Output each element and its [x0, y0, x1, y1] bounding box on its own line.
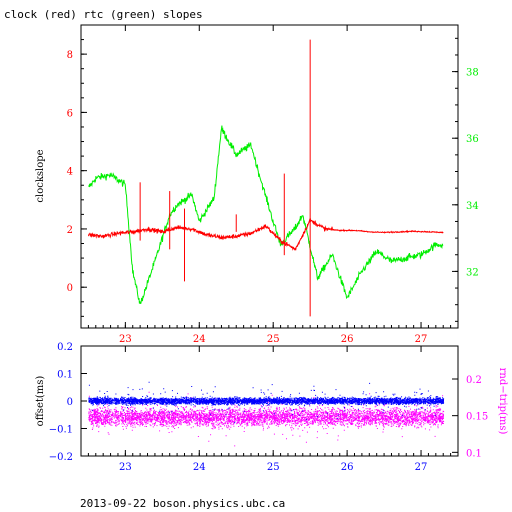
- slope-x-tick-label: 23: [119, 334, 132, 345]
- chart-title: clock (red) rtc (green) slopes: [4, 8, 203, 21]
- slope-y2-tick-label: 32: [466, 267, 479, 278]
- slope-x-tick-label: 26: [341, 334, 354, 345]
- slope-y-axis-label: clockslope: [35, 149, 46, 202]
- roundtrip-y-tick-label: 0.2: [466, 375, 482, 386]
- roundtrip-y-tick-label: 0.1: [466, 448, 482, 459]
- offset-x-tick-label: 25: [267, 462, 280, 473]
- offset-panel: 23 24 25 26 27 −0.2 −0.1 0 0.1 0.2 0.1 0.15 0.2 offs…: [35, 342, 508, 473]
- clock-slope-line: [87, 218, 444, 251]
- slope-x-tick-label: 25: [267, 334, 280, 345]
- slope-plot-frame: [80, 24, 459, 329]
- roundtrip-y-axis-label: rnd−trip(ms): [497, 368, 508, 435]
- offset-axes: 23 24 25 26 27 −0.2 −0.1 0 0.1 0.2 0.1 0.15 0.2: [49, 342, 489, 473]
- slope-y2-tick-label: 36: [466, 134, 479, 145]
- offset-y-tick-label: 0.1: [57, 370, 73, 381]
- roundtrip-points: [88, 391, 445, 447]
- slope-y2-tick-label: 34: [466, 201, 479, 212]
- slope-y2-tick-label: 38: [466, 68, 479, 79]
- offset-y-tick-label: −0.2: [49, 452, 73, 463]
- offset-y-tick-label: −0.1: [49, 425, 73, 436]
- offset-marks: [88, 381, 445, 447]
- slope-y-tick-label: 0: [67, 283, 73, 294]
- offset-x-tick-label: 26: [341, 462, 354, 473]
- slope-marks: [87, 39, 444, 317]
- roundtrip-y-tick-label: 0.15: [466, 412, 488, 423]
- offset-x-tick-label: 24: [193, 462, 206, 473]
- offset-y-tick-label: 0: [67, 397, 73, 408]
- slope-y-tick-label: 4: [67, 167, 73, 178]
- offset-y-tick-label: 0.2: [57, 342, 73, 353]
- offset-y-axis-label: offset(ms): [35, 376, 46, 427]
- rtc-slope-line: [88, 125, 444, 305]
- offset-x-tick-label: 23: [119, 462, 132, 473]
- slope-x-tick-label: 27: [415, 334, 428, 345]
- footer-host-date: 2013-09-22 boson.physics.ubc.ca: [80, 497, 286, 510]
- slope-y-tick-label: 8: [67, 50, 73, 61]
- offset-points: [88, 381, 445, 424]
- slope-x-tick-label: 24: [193, 334, 206, 345]
- slope-y-tick-label: 6: [67, 108, 73, 119]
- slope-y-tick-label: 2: [67, 225, 73, 236]
- offset-x-tick-label: 27: [415, 462, 428, 473]
